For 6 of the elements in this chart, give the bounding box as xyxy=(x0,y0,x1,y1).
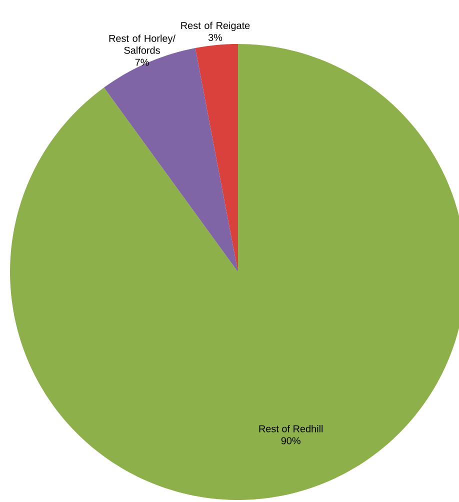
slice-label: Rest of Redhill xyxy=(259,424,323,432)
slice-label: Rest of Horley/ Salfords xyxy=(109,34,176,54)
data-label: 90% xyxy=(281,437,300,444)
data-label: 7% xyxy=(135,58,149,66)
slice-label: Rest of Reigate xyxy=(181,22,250,32)
data-label: 3% xyxy=(208,34,222,42)
